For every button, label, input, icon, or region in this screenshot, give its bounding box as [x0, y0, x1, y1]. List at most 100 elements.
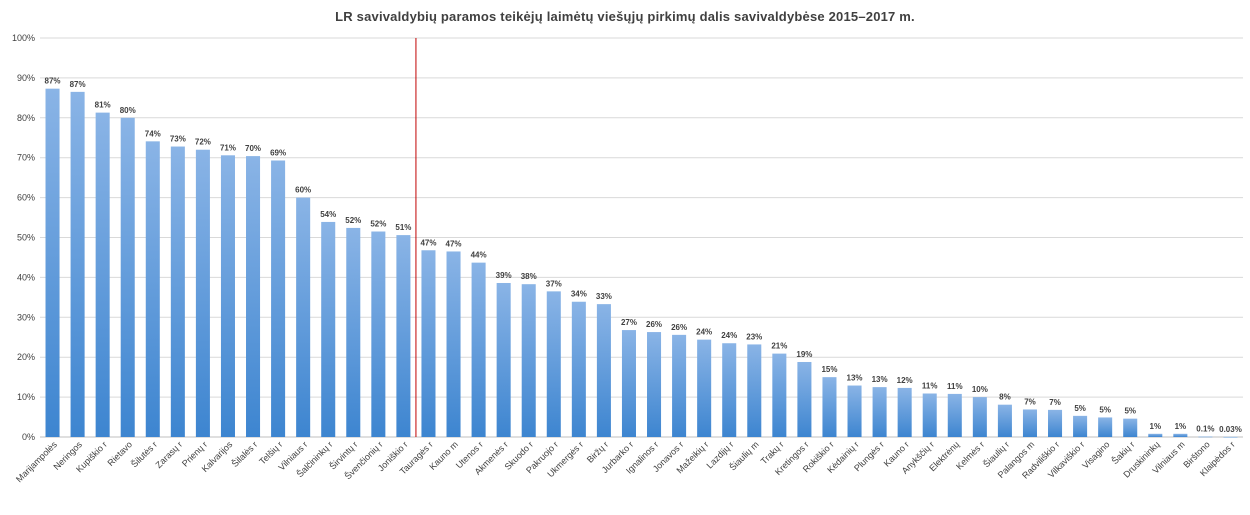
bar — [396, 235, 411, 437]
data-label: 33% — [596, 292, 612, 301]
data-label: 47% — [420, 238, 436, 247]
bar — [1173, 433, 1188, 437]
bar — [672, 334, 687, 437]
y-tick-label: 10% — [17, 392, 35, 402]
y-tick-label: 100% — [12, 33, 35, 43]
bar — [1073, 415, 1088, 437]
data-label: 13% — [847, 374, 863, 383]
data-label: 87% — [45, 77, 61, 86]
data-label: 12% — [897, 376, 913, 385]
bar — [621, 330, 636, 437]
bar — [947, 393, 962, 437]
data-label: 5% — [1074, 404, 1086, 413]
bar — [296, 197, 311, 437]
bar — [847, 385, 862, 437]
data-label: 26% — [646, 320, 662, 329]
bar — [872, 387, 887, 437]
data-label: 11% — [922, 382, 938, 391]
bar — [1123, 418, 1138, 437]
data-label: 69% — [270, 148, 286, 157]
data-label: 52% — [370, 220, 386, 229]
bar — [1048, 409, 1063, 437]
bar — [496, 282, 511, 437]
data-label: 81% — [95, 101, 111, 110]
bar — [1198, 436, 1213, 438]
bar — [922, 393, 937, 437]
bar — [271, 160, 286, 438]
data-label: 44% — [471, 251, 487, 260]
data-label: 60% — [295, 186, 311, 195]
bar — [697, 339, 712, 437]
bar — [246, 156, 261, 437]
data-label: 1% — [1150, 422, 1162, 431]
data-label: 80% — [120, 106, 136, 115]
bar — [546, 291, 561, 437]
data-label: 39% — [496, 271, 512, 280]
y-tick-label: 50% — [17, 233, 35, 243]
data-label: 0.1% — [1196, 425, 1214, 434]
y-tick-label: 40% — [17, 272, 35, 282]
data-label: 10% — [972, 385, 988, 394]
bar — [45, 88, 60, 437]
bar — [747, 344, 762, 437]
y-tick-label: 20% — [17, 352, 35, 362]
bar — [897, 387, 912, 437]
x-tick-label: Marijampolės — [14, 439, 59, 484]
bar — [421, 250, 436, 437]
bar — [1148, 433, 1163, 437]
bar — [120, 117, 135, 438]
data-label: 26% — [671, 323, 687, 332]
bar — [346, 227, 361, 437]
data-label: 54% — [320, 210, 336, 219]
data-label: 21% — [771, 342, 787, 351]
y-tick-label: 30% — [17, 312, 35, 322]
bar — [822, 377, 837, 437]
data-label: 7% — [1024, 397, 1036, 406]
data-label: 5% — [1099, 405, 1111, 414]
data-label: 52% — [345, 216, 361, 225]
data-label: 15% — [821, 365, 837, 374]
x-tick-label: Šilalės r — [230, 439, 260, 469]
bar — [321, 221, 336, 437]
bar — [95, 112, 110, 437]
data-label: 71% — [220, 143, 236, 152]
data-label: 27% — [621, 318, 637, 327]
data-label: 74% — [145, 129, 161, 138]
bar — [722, 343, 737, 437]
bar — [772, 353, 787, 437]
y-tick-label: 80% — [17, 113, 35, 123]
bar — [571, 301, 586, 437]
data-label: 70% — [245, 144, 261, 153]
data-label: 73% — [170, 135, 186, 144]
bar — [446, 251, 461, 437]
bar — [647, 332, 662, 437]
x-tick-label: Visagino — [1080, 439, 1111, 470]
x-tick-label: Zarasų r — [153, 439, 184, 470]
bar — [1098, 417, 1113, 437]
data-label: 11% — [947, 382, 963, 391]
bar — [997, 404, 1012, 437]
data-label: 13% — [872, 375, 888, 384]
y-tick-label: 0% — [22, 432, 35, 442]
data-label: 87% — [70, 80, 86, 89]
data-label: 37% — [546, 279, 562, 288]
y-tick-label: 60% — [17, 193, 35, 203]
bar — [471, 262, 486, 437]
data-label: 24% — [696, 328, 712, 337]
bar — [170, 146, 185, 437]
data-label: 0.03% — [1219, 425, 1242, 434]
data-label: 1% — [1175, 422, 1187, 431]
data-label: 38% — [521, 272, 537, 281]
data-label: 5% — [1124, 407, 1136, 416]
y-tick-label: 70% — [17, 153, 35, 163]
data-label: 72% — [195, 138, 211, 147]
data-label: 51% — [395, 223, 411, 232]
data-label: 47% — [446, 239, 462, 248]
bar — [145, 141, 160, 437]
data-label: 23% — [746, 332, 762, 341]
bar — [596, 304, 611, 437]
data-label: 34% — [571, 290, 587, 299]
bar — [521, 284, 536, 437]
bar — [1223, 436, 1238, 438]
